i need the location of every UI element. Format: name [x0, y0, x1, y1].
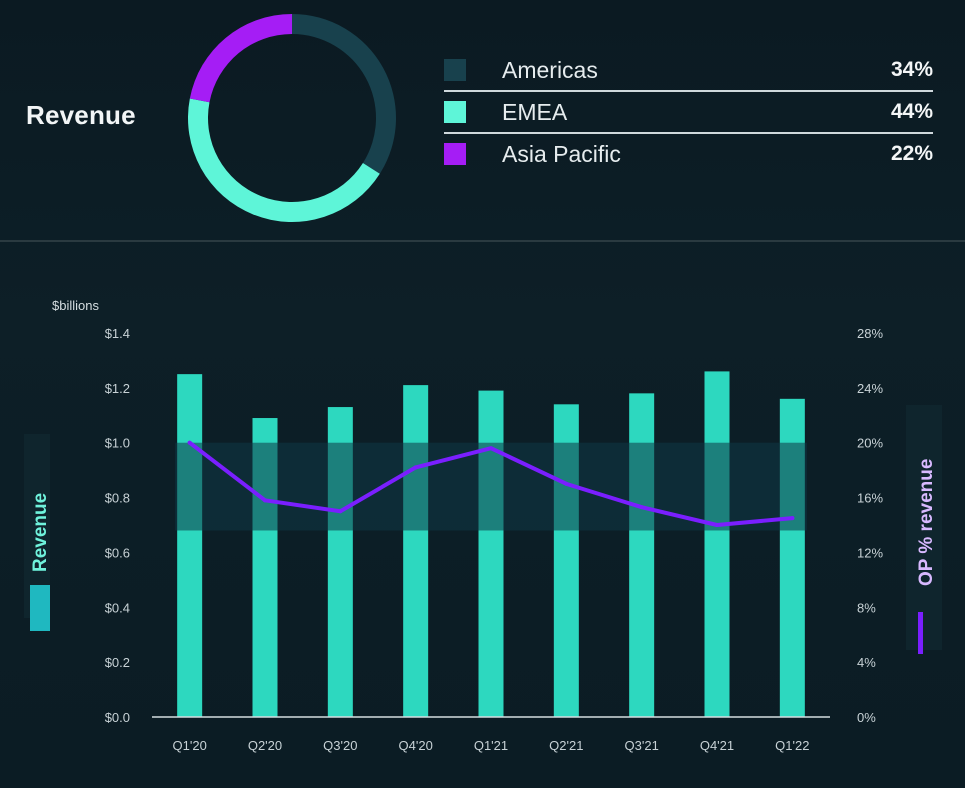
y-tick-label: $0.2 — [105, 655, 130, 670]
y-unit-label: $billions — [52, 298, 99, 313]
y-tick-label: $1.4 — [105, 326, 130, 341]
op-percent-point — [187, 440, 192, 445]
op-percent-point — [489, 446, 493, 451]
x-tick-label: Q4'21 — [700, 738, 734, 753]
y2-tick-label: 0% — [857, 710, 876, 725]
y-tick-label: $1.2 — [105, 381, 130, 396]
donut-slice-americas — [292, 14, 396, 174]
op-percent-point — [564, 481, 569, 486]
y2-tick-label: 8% — [857, 600, 876, 615]
y2-tick-label: 24% — [857, 381, 883, 396]
americas-percent: 34% — [890, 58, 933, 81]
revenue-bar — [478, 390, 504, 717]
x-tick-label: Q2'21 — [549, 738, 583, 753]
y-tick-label: $1.0 — [105, 436, 130, 451]
revenue-by-region-panel: Revenue Americas 34% EMEA 44% Asia Pacif… — [0, 0, 965, 240]
americas-swatch — [444, 59, 466, 81]
revenue-legend-marker — [30, 585, 50, 631]
quarterly-revenue-chart: $billions Revenue OP % revenue $0.0 $0.2 $… — [0, 250, 965, 788]
emea-label: EMEA — [502, 98, 568, 125]
y-tick-label: $0.4 — [105, 600, 130, 615]
x-tick-label: Q4'20 — [399, 738, 433, 753]
asia-pacific-label: Asia Pacific — [502, 140, 621, 167]
legend-row-asia-pacific: Asia Pacific 22% — [444, 134, 933, 174]
left-axis-title: Revenue — [30, 493, 51, 572]
y-tick-label: $0.0 — [105, 710, 130, 725]
x-tick-label: Q3'21 — [625, 738, 659, 753]
donut-slice-emea — [188, 98, 380, 222]
y2-tick-label: 4% — [857, 655, 876, 670]
op-percent-point — [413, 465, 418, 470]
y2-tick-label: 20% — [857, 436, 883, 451]
americas-label: Americas — [502, 56, 598, 83]
x-tick-label: Q1'22 — [775, 738, 809, 753]
x-tick-label: Q1'20 — [173, 738, 207, 753]
asia-pacific-percent: 22% — [890, 142, 933, 165]
right-axis-title-bg — [906, 405, 942, 650]
y2-tick-label: 12% — [857, 545, 883, 560]
op-percent-point — [338, 509, 343, 514]
op-percent-point — [639, 505, 644, 510]
revenue-bar — [704, 371, 730, 717]
donut-slice-asia-pacific — [189, 14, 292, 103]
revenue-op-combo-chart: $billions Revenue OP % revenue $0.0 $0.2 $… — [24, 298, 942, 753]
revenue-bar — [629, 393, 655, 717]
revenue-bar — [403, 385, 429, 717]
op-legend-marker — [918, 612, 923, 654]
x-tick-label: Q1'21 — [474, 738, 508, 753]
revenue-bar — [177, 374, 203, 717]
region-legend: Americas 34% EMEA 44% Asia Pacific 22% — [444, 50, 933, 174]
y2-tick-label: 16% — [857, 491, 883, 506]
emea-percent: 44% — [890, 100, 933, 123]
x-tick-label: Q2'20 — [248, 738, 282, 753]
revenue-donut-chart — [188, 14, 396, 222]
emea-swatch — [444, 101, 466, 123]
highlight-band — [175, 442, 807, 531]
legend-row-americas: Americas 34% — [444, 50, 933, 92]
op-percent-point — [790, 516, 795, 521]
right-axis-title: OP % revenue — [916, 459, 937, 586]
revenue-section-title: Revenue — [26, 100, 136, 130]
x-tick-label: Q3'20 — [323, 738, 357, 753]
legend-row-emea: EMEA 44% — [444, 92, 933, 134]
op-percent-point — [715, 523, 719, 527]
asia-pacific-swatch — [444, 143, 466, 165]
y2-tick-label: 28% — [857, 326, 883, 341]
y-tick-label: $0.8 — [105, 491, 130, 506]
y-tick-label: $0.6 — [105, 545, 130, 560]
op-percent-point — [263, 498, 267, 503]
section-divider — [0, 240, 965, 242]
